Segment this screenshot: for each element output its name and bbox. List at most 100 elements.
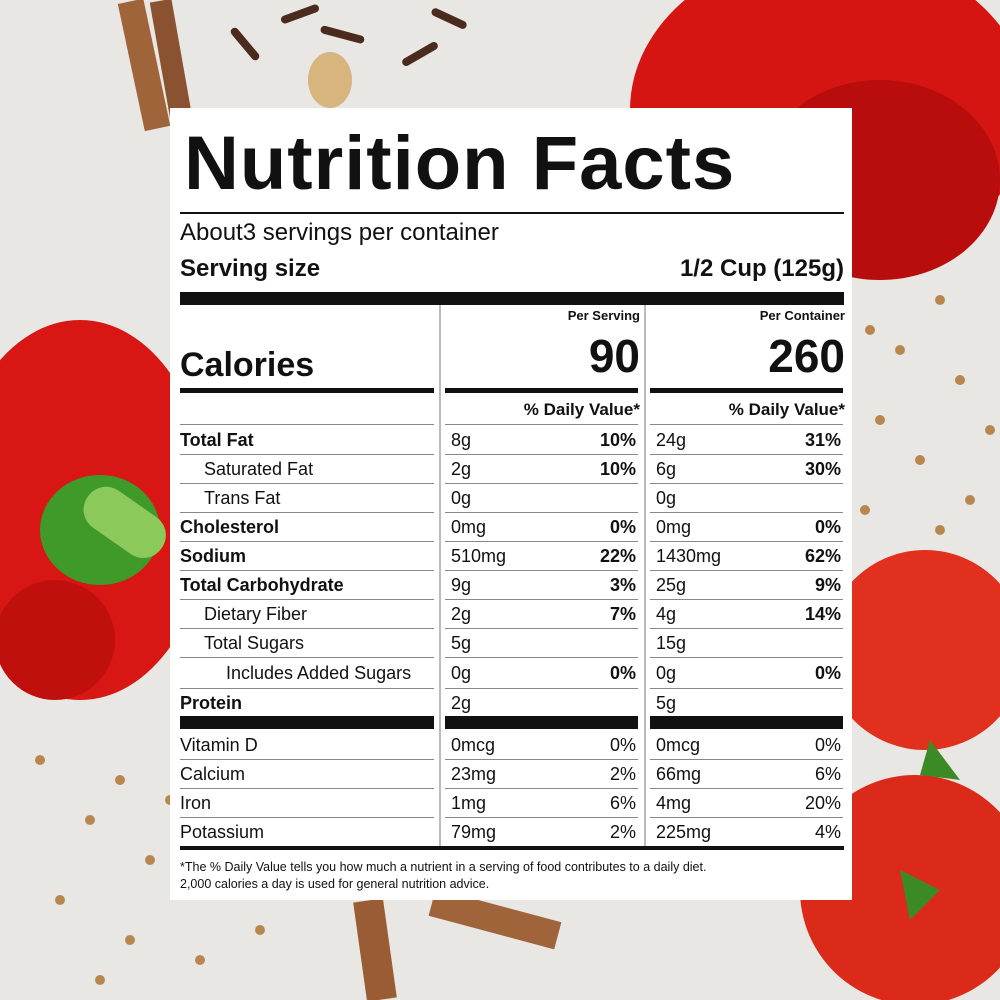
amount: 0mg bbox=[451, 516, 487, 537]
rule bbox=[445, 388, 638, 393]
cinnamon-stick bbox=[117, 0, 171, 132]
row-rule bbox=[180, 512, 434, 513]
calories-value: 90 bbox=[588, 330, 640, 382]
row-rule bbox=[180, 688, 434, 689]
nutrient-name: Calcium bbox=[180, 763, 246, 784]
amount: 23mg bbox=[451, 763, 497, 784]
row-rule bbox=[180, 759, 434, 760]
nutrient-name: Trans Fat bbox=[204, 487, 281, 508]
row-rule bbox=[445, 657, 638, 658]
amount: 5g bbox=[656, 692, 677, 713]
rule bbox=[650, 388, 843, 393]
daily-value: 0% bbox=[814, 662, 841, 683]
nutrient-name: Iron bbox=[180, 792, 212, 813]
daily-value: 10% bbox=[599, 429, 636, 450]
row-rule bbox=[445, 817, 638, 818]
row-rule bbox=[650, 512, 843, 513]
tomato bbox=[825, 550, 1000, 750]
amount: 1mg bbox=[451, 792, 487, 813]
row-rule bbox=[445, 688, 638, 689]
nutrient-name: Total Fat bbox=[180, 429, 254, 450]
amount: 9g bbox=[451, 574, 472, 595]
amount: 0g bbox=[656, 487, 677, 508]
thick-rule bbox=[180, 292, 844, 305]
daily-value: 6% bbox=[609, 792, 636, 813]
cinnamon-stick bbox=[149, 0, 193, 121]
row-rule bbox=[650, 541, 843, 542]
row-rule bbox=[650, 657, 843, 658]
row-rule bbox=[445, 512, 638, 513]
row-rule bbox=[180, 657, 434, 658]
row-rule bbox=[650, 688, 843, 689]
nutrient-name: Saturated Fat bbox=[204, 458, 314, 479]
daily-value: 0% bbox=[609, 516, 636, 537]
amount: 25g bbox=[656, 574, 687, 595]
daily-value: 10% bbox=[599, 458, 636, 479]
daily-value: 31% bbox=[804, 429, 841, 450]
rule bbox=[180, 212, 844, 214]
amount: 79mg bbox=[451, 821, 497, 842]
pepper-stem bbox=[83, 486, 166, 559]
daily-value: 0% bbox=[609, 662, 636, 683]
row-rule bbox=[180, 483, 434, 484]
row-rule bbox=[445, 454, 638, 455]
nutrient-name: Total Carbohydrate bbox=[180, 574, 344, 595]
cinnamon-stick bbox=[428, 888, 562, 950]
column-divider bbox=[439, 305, 441, 846]
amount: 2g bbox=[451, 692, 472, 713]
row-rule bbox=[445, 424, 638, 425]
row-rule bbox=[650, 483, 843, 484]
daily-value: 4% bbox=[814, 821, 841, 842]
daily-value: 20% bbox=[804, 792, 841, 813]
daily-value: 0% bbox=[814, 734, 841, 755]
serving-size: 1/2 Cup (125g) bbox=[679, 255, 844, 282]
servings: About3 servings per container bbox=[180, 219, 499, 246]
nutrient-name: Total Sugars bbox=[204, 632, 305, 653]
amount: 6g bbox=[656, 458, 677, 479]
daily-value: 6% bbox=[814, 763, 841, 784]
amount: 8g bbox=[451, 429, 472, 450]
thick-rule bbox=[650, 716, 843, 729]
amount: 5g bbox=[451, 632, 472, 653]
red-pepper bbox=[0, 580, 115, 700]
daily-value: 0% bbox=[609, 734, 636, 755]
row-rule bbox=[650, 424, 843, 425]
amount: 15g bbox=[656, 632, 687, 653]
daily-value: 7% bbox=[609, 603, 636, 624]
cloves bbox=[230, 4, 467, 66]
amount: 2g bbox=[451, 458, 472, 479]
row-rule bbox=[650, 599, 843, 600]
amount: 4mg bbox=[656, 792, 692, 813]
row-rule bbox=[445, 599, 638, 600]
nutrient-name: Includes Added Sugars bbox=[226, 662, 412, 683]
amount: 2g bbox=[451, 603, 472, 624]
row-rule bbox=[650, 628, 843, 629]
thick-rule bbox=[180, 716, 434, 729]
row-rule bbox=[180, 788, 434, 789]
amount: 4g bbox=[656, 603, 677, 624]
daily-value: 22% bbox=[599, 545, 636, 566]
tomato-stem bbox=[900, 740, 960, 920]
rule bbox=[180, 388, 434, 393]
daily-value: 2% bbox=[609, 763, 636, 784]
row-rule bbox=[445, 570, 638, 571]
amount: 66mg bbox=[656, 763, 702, 784]
serving-size-label: Serving size bbox=[180, 255, 321, 282]
nutrient-name: Cholesterol bbox=[180, 516, 280, 537]
cinnamon-stick bbox=[353, 898, 397, 1000]
amount: 0g bbox=[451, 662, 472, 683]
amount: 1430mg bbox=[656, 545, 722, 566]
row-rule bbox=[445, 788, 638, 789]
nutrient-name: Potassium bbox=[180, 821, 265, 842]
daily-value-header: % Daily Value* bbox=[728, 400, 845, 419]
amount: 0g bbox=[451, 487, 472, 508]
rule bbox=[180, 846, 844, 850]
daily-value-header: % Daily Value* bbox=[523, 400, 640, 419]
calories-label: Calories bbox=[180, 346, 315, 384]
footnote: 2,000 calories a day is used for general… bbox=[180, 877, 490, 891]
amount: 0mg bbox=[656, 516, 692, 537]
row-rule bbox=[445, 759, 638, 760]
thick-rule bbox=[445, 716, 638, 729]
column-header: Per Serving bbox=[567, 308, 640, 323]
